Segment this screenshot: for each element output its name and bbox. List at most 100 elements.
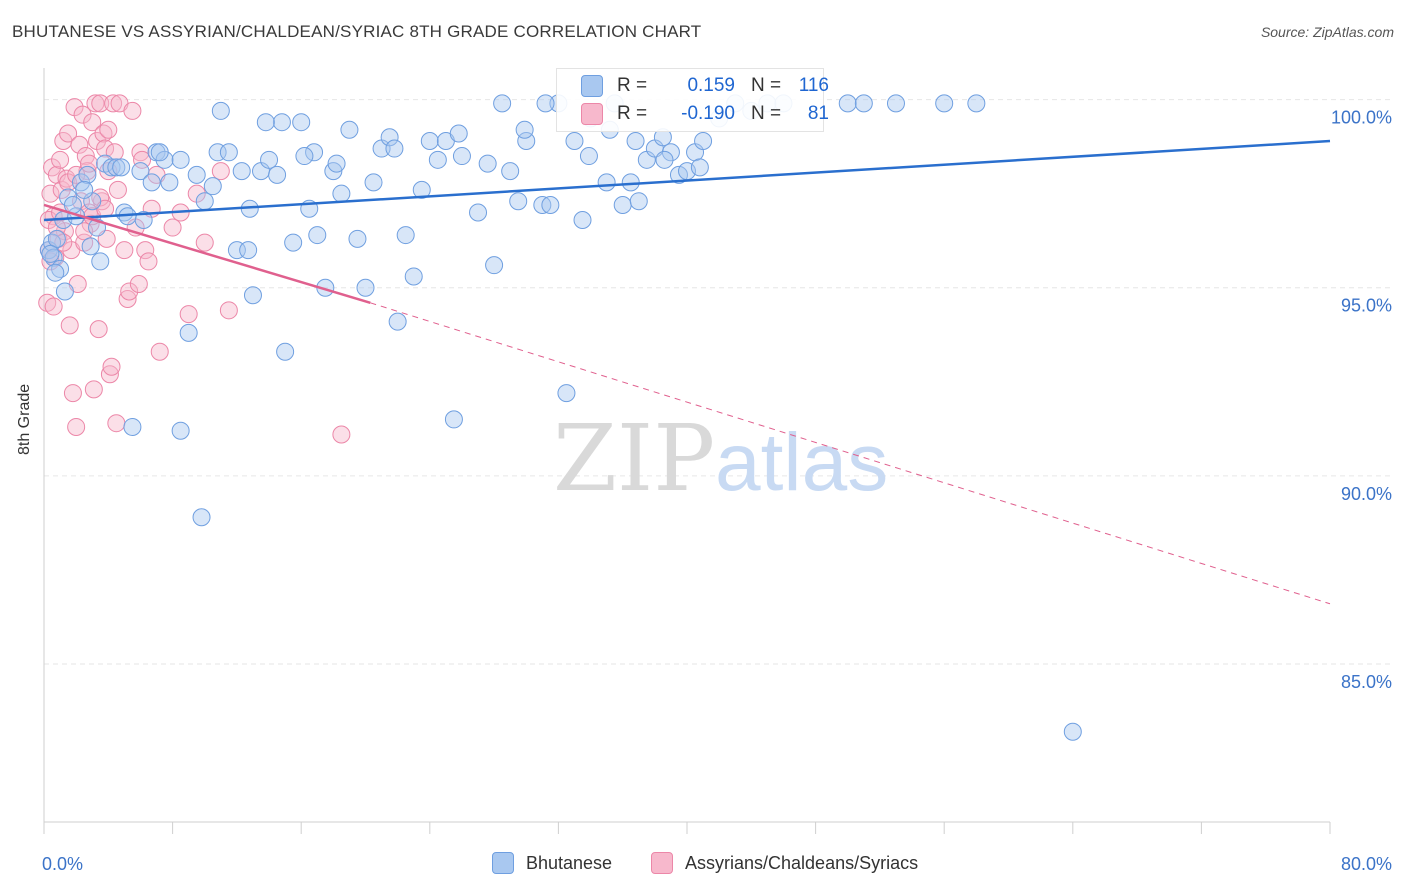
n-value: 116 — [798, 75, 829, 96]
data-point — [838, 94, 857, 113]
data-point — [120, 282, 139, 301]
legend-label-bhutanese: Bhutanese — [526, 852, 613, 873]
legend-label-assyrians: Assyrians/Chaldeans/Syriacs — [685, 852, 919, 873]
series-legend: Bhutanese Assyrians/Chaldeans/Syriacs — [0, 852, 1406, 878]
legend-swatch-bhutanese — [492, 852, 514, 874]
data-point — [44, 297, 63, 316]
y-tick-label: 95.0% — [1341, 296, 1392, 316]
y-tick-label: 90.0% — [1341, 484, 1392, 504]
data-point — [694, 132, 713, 151]
data-point — [380, 128, 399, 147]
data-point — [332, 425, 351, 444]
y-tick-label: 100.0% — [1331, 108, 1392, 128]
data-point — [142, 173, 161, 192]
data-point — [203, 177, 222, 196]
data-point — [136, 241, 155, 260]
data-point — [485, 256, 504, 275]
y-tick-label: 85.0% — [1341, 672, 1392, 692]
data-point — [404, 267, 423, 286]
data-point — [260, 150, 279, 169]
n-label: N = — [751, 103, 782, 124]
data-point — [626, 132, 645, 151]
data-point — [123, 101, 142, 120]
gridlines — [44, 99, 1392, 665]
data-point — [243, 286, 262, 305]
watermark: ZIP atlas — [553, 405, 888, 512]
trend-line-bhutanese — [43, 139, 1331, 222]
chart-title: BHUTANESE VS ASSYRIAN/CHALDEAN/SYRIAC 8T… — [12, 22, 702, 41]
watermark-atlas: atlas — [715, 417, 888, 508]
data-point — [613, 195, 632, 214]
data-point — [557, 384, 576, 403]
data-point — [967, 94, 986, 113]
r-value: -0.190 — [681, 103, 735, 124]
data-point — [100, 365, 119, 384]
data-point — [91, 252, 110, 271]
data-point — [47, 229, 66, 248]
data-point — [308, 226, 327, 245]
data-point — [364, 173, 383, 192]
data-point — [256, 113, 275, 132]
data-point — [219, 301, 238, 320]
trend-lines — [43, 139, 1331, 605]
data-point — [292, 113, 311, 132]
data-point — [428, 150, 447, 169]
data-point — [63, 384, 82, 403]
legend-item-bhutanese[interactable]: Bhutanese — [492, 852, 612, 874]
data-point — [108, 180, 127, 199]
data-point — [412, 180, 431, 199]
data-point — [129, 274, 148, 293]
data-point — [179, 323, 198, 342]
x-tick-label: 0.0% — [42, 854, 83, 874]
data-point — [163, 218, 182, 237]
data-point — [80, 154, 99, 173]
stats-row-bhutanese: R = 0.159 N = 116 — [581, 72, 829, 100]
data-point — [171, 150, 190, 169]
data-point — [91, 94, 110, 113]
data-point — [305, 143, 324, 162]
data-point — [139, 252, 158, 271]
data-point — [478, 154, 497, 173]
y-tick-labels: 100.0% 95.0% 90.0% 85.0% — [1331, 108, 1392, 692]
data-point — [192, 508, 211, 527]
data-point — [854, 94, 873, 113]
data-point — [73, 105, 92, 124]
data-point — [195, 192, 214, 211]
data-point — [340, 120, 359, 139]
data-point — [195, 233, 214, 252]
n-label: N = — [751, 75, 782, 96]
r-value: 0.159 — [687, 75, 735, 96]
data-point — [83, 113, 102, 132]
data-point — [536, 94, 555, 113]
data-point — [60, 316, 79, 335]
legend-swatch-bhutanese — [581, 75, 603, 97]
data-point — [332, 184, 351, 203]
legend-item-assyrians[interactable]: Assyrians/Chaldeans/Syriacs — [651, 852, 918, 874]
data-point — [469, 203, 488, 222]
data-point — [51, 150, 70, 169]
data-point — [444, 410, 463, 429]
r-label: R = — [617, 103, 648, 124]
data-point — [219, 143, 238, 162]
data-point — [78, 162, 97, 181]
data-point — [211, 101, 230, 120]
data-point — [886, 94, 905, 113]
data-point — [41, 244, 60, 263]
data-point — [541, 195, 560, 214]
data-point — [629, 192, 648, 211]
stats-row-assyrians: R = -0.190 N = 81 — [581, 100, 829, 128]
data-point — [276, 342, 295, 361]
data-point — [509, 192, 528, 211]
data-point — [133, 150, 152, 169]
data-point — [123, 417, 142, 436]
data-point — [348, 229, 367, 248]
data-point — [112, 158, 131, 177]
data-point — [67, 417, 86, 436]
x-tick-label: 80.0% — [1341, 854, 1392, 874]
data-point — [517, 132, 536, 151]
data-point — [579, 147, 598, 166]
data-point — [935, 94, 954, 113]
data-point — [515, 120, 534, 139]
data-point — [573, 211, 592, 230]
series-assyrians-points — [38, 94, 351, 444]
